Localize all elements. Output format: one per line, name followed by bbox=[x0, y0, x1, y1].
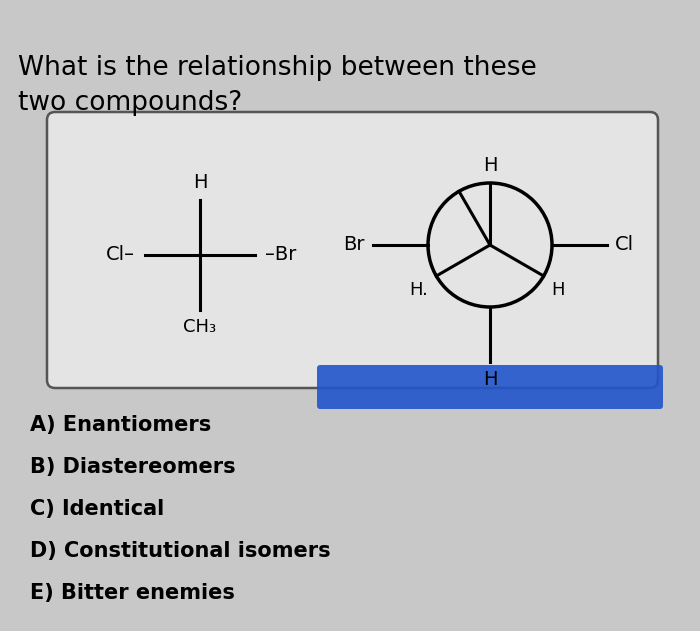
Text: What is the relationship between these: What is the relationship between these bbox=[18, 55, 537, 81]
Text: CH₃: CH₃ bbox=[183, 318, 216, 336]
Text: Cl–: Cl– bbox=[106, 245, 135, 264]
Text: H: H bbox=[552, 281, 565, 299]
Text: C) Identical: C) Identical bbox=[30, 499, 164, 519]
Text: –Br: –Br bbox=[265, 245, 296, 264]
Text: A) Enantiomers: A) Enantiomers bbox=[30, 415, 211, 435]
Text: Br: Br bbox=[344, 235, 365, 254]
Text: H.: H. bbox=[410, 281, 428, 299]
Text: two compounds?: two compounds? bbox=[18, 90, 242, 116]
Text: H: H bbox=[483, 370, 497, 389]
FancyBboxPatch shape bbox=[47, 112, 658, 388]
Text: H: H bbox=[483, 156, 497, 175]
Text: Cl: Cl bbox=[615, 235, 634, 254]
Text: D) Constitutional isomers: D) Constitutional isomers bbox=[30, 541, 330, 561]
Text: H: H bbox=[193, 173, 207, 192]
FancyBboxPatch shape bbox=[317, 365, 663, 409]
Text: E) Bitter enemies: E) Bitter enemies bbox=[30, 583, 235, 603]
Text: B) Diastereomers: B) Diastereomers bbox=[30, 457, 236, 477]
